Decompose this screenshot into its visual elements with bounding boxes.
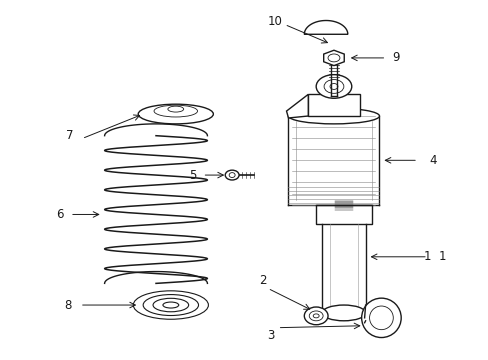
Polygon shape (304, 21, 347, 34)
Ellipse shape (329, 84, 337, 89)
Ellipse shape (229, 172, 235, 177)
Ellipse shape (304, 307, 327, 325)
Ellipse shape (322, 305, 365, 321)
Ellipse shape (225, 170, 239, 180)
Text: 8: 8 (64, 298, 72, 311)
Text: 6: 6 (56, 208, 64, 221)
Ellipse shape (361, 298, 400, 338)
Ellipse shape (167, 106, 183, 112)
Ellipse shape (369, 306, 392, 330)
Bar (307, 94, 359, 116)
Ellipse shape (308, 311, 323, 321)
Text: 1: 1 (438, 250, 446, 263)
Text: 3: 3 (266, 329, 274, 342)
Ellipse shape (154, 105, 197, 117)
Bar (316, 204, 371, 224)
Text: 7: 7 (66, 129, 74, 142)
Ellipse shape (288, 108, 379, 124)
Ellipse shape (324, 80, 343, 93)
Ellipse shape (327, 54, 339, 62)
Text: 4: 4 (428, 154, 436, 167)
Text: 1: 1 (423, 250, 431, 263)
Ellipse shape (138, 104, 213, 124)
Text: 9: 9 (392, 51, 399, 64)
Ellipse shape (313, 314, 319, 318)
Text: 5: 5 (188, 168, 196, 181)
Polygon shape (323, 50, 344, 66)
Text: 10: 10 (266, 15, 282, 28)
Polygon shape (286, 94, 307, 118)
Ellipse shape (316, 75, 351, 98)
Ellipse shape (133, 291, 208, 319)
Text: 2: 2 (259, 274, 266, 287)
